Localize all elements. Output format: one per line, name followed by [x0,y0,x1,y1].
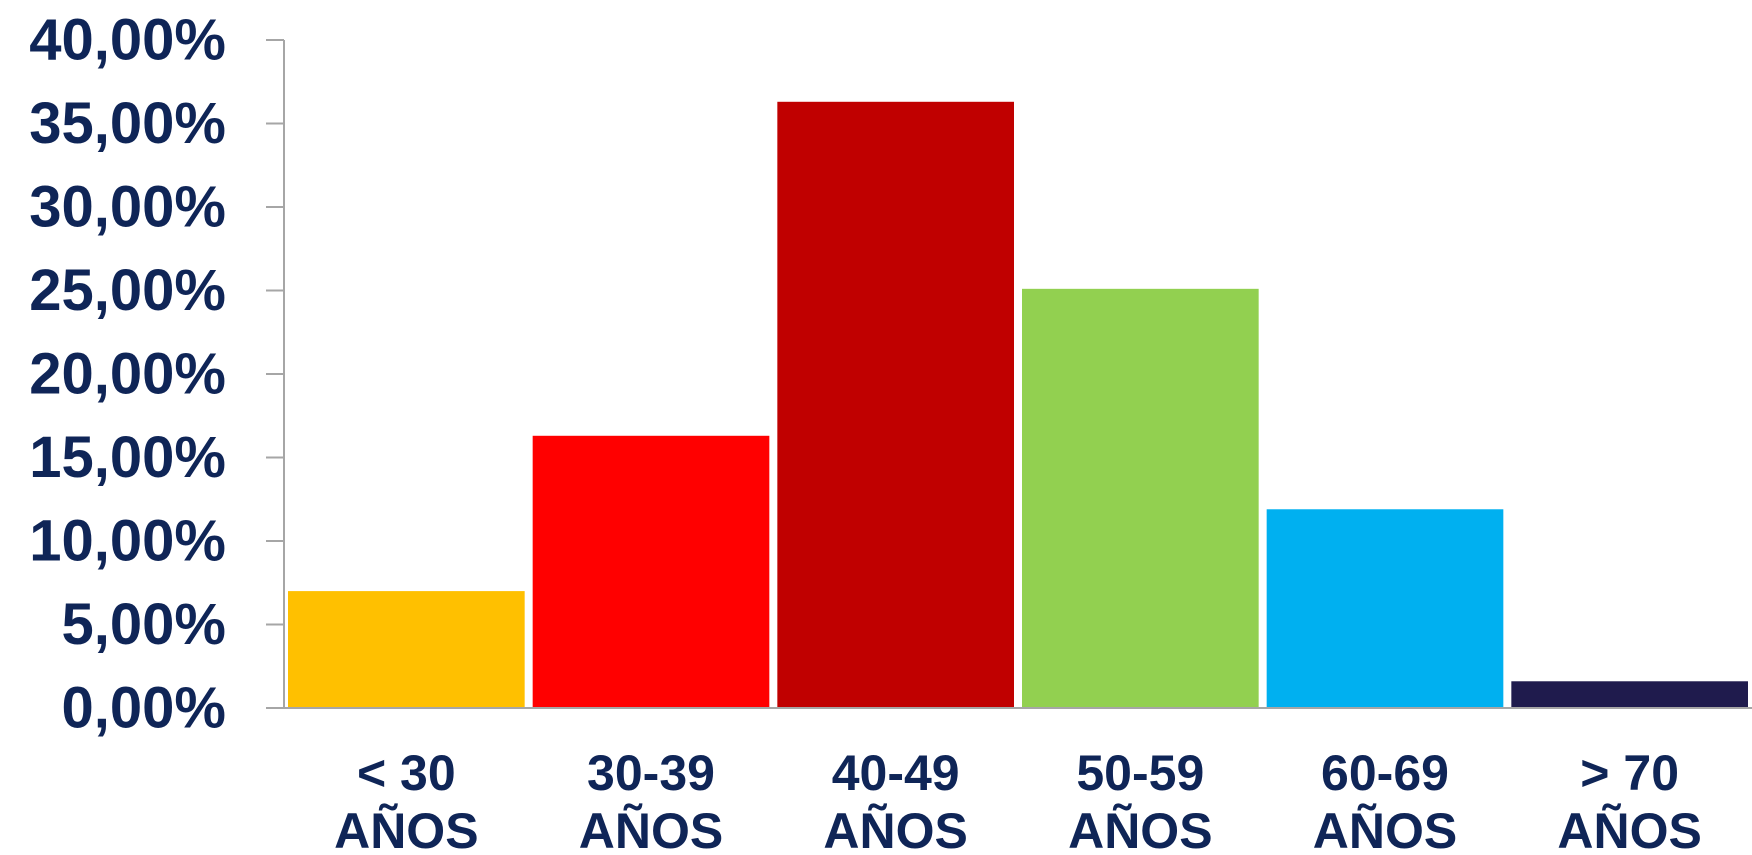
y-tick-label-6: 30,00% [29,175,226,240]
x-category-label-4: 60-69 AÑOS [1313,745,1457,855]
bar-2 [777,101,1014,709]
y-tick-label-3: 15,00% [29,425,226,490]
y-tick-label-5: 25,00% [29,258,226,323]
bars-group [288,101,1748,709]
x-category-label-line: AÑOS [1068,803,1212,855]
x-category-label-line: 40-49 [832,745,960,801]
x-category-label-line: 30-39 [587,745,715,801]
x-category-label-line: > 70 [1580,745,1679,801]
x-category-label-line: AÑOS [823,803,967,855]
y-tick-label-2: 10,00% [29,509,226,574]
y-tick-label-4: 20,00% [29,342,226,407]
x-category-label-line: AÑOS [1557,803,1701,855]
x-category-label-line: 60-69 [1321,745,1449,801]
y-tick-label-1: 5,00% [62,592,226,657]
x-category-label-1: 30-39 AÑOS [579,745,723,855]
x-category-label-line: AÑOS [1313,803,1457,855]
bar-4 [1266,509,1504,708]
x-category-label-5: > 70 AÑOS [1557,745,1701,855]
x-category-label-2: 40-49 AÑOS [823,745,967,855]
x-category-label-0: < 30 AÑOS [334,745,478,855]
bar-5 [1511,681,1748,708]
y-tick-label-7: 35,00% [29,91,226,156]
bar-0 [288,591,525,708]
y-tick-label-0: 0,00% [62,676,226,741]
y-tick-labels: 0,00% 5,00% 10,00% 15,00% 20,00% 25,00% 30,00%… [29,8,226,741]
y-tick-label-8: 40,00% [29,8,226,73]
x-category-label-line: AÑOS [334,803,478,855]
x-category-label-line: AÑOS [579,803,723,855]
bar-3 [1022,288,1259,708]
axes-group [266,39,1752,709]
x-category-label-line: 50-59 [1076,745,1204,801]
x-category-label-3: 50-59 AÑOS [1068,745,1212,855]
x-category-label-line: < 30 [357,745,456,801]
bar-1 [532,435,770,708]
